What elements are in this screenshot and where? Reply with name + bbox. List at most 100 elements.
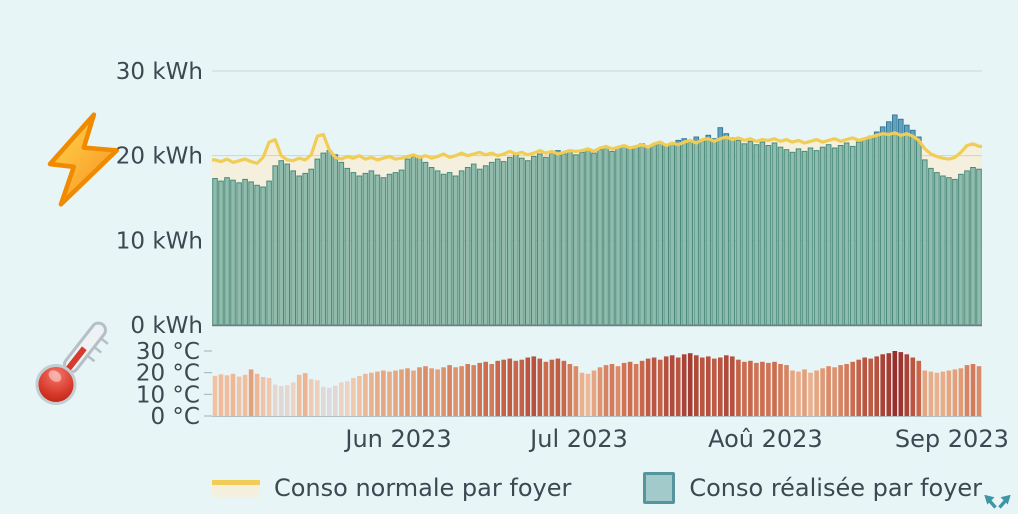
temperature-bar <box>399 369 404 416</box>
consumption-bar <box>922 159 928 326</box>
temperature-bar <box>339 382 344 416</box>
temperature-bar <box>405 368 410 416</box>
consumption-bar <box>272 165 278 326</box>
consumption-bar <box>855 141 862 326</box>
consumption-bar <box>669 142 676 326</box>
y-axis-label-temp: 20 °C <box>136 361 200 387</box>
temperature-bar <box>898 352 904 416</box>
consumption-bar <box>861 139 868 326</box>
consumption-bar <box>585 148 591 326</box>
temperature-bar <box>832 367 837 417</box>
consumption-bar <box>290 170 296 326</box>
temperature-bar <box>555 358 561 416</box>
temperature-bar <box>826 366 831 416</box>
consumption-bar <box>621 145 627 326</box>
consumption-bar <box>627 148 633 326</box>
temperature-bar <box>429 368 434 416</box>
consumption-bar <box>398 169 405 326</box>
consumption-bar <box>910 135 916 326</box>
consumption-bar <box>591 152 597 326</box>
temperature-bar <box>417 367 422 417</box>
consumption-bar <box>886 134 892 326</box>
temperature-bar <box>321 386 326 417</box>
consumption-bar <box>248 181 254 326</box>
y-axis-label-kwh: 30 kWh <box>116 59 203 85</box>
consumption-bar <box>446 172 453 326</box>
expand-arrows-icon[interactable] <box>984 495 1011 510</box>
consumption-bar <box>513 154 519 326</box>
temperature-bar <box>928 371 934 416</box>
temperature-bar <box>880 354 885 417</box>
temperature-bar <box>976 366 982 416</box>
consumption-bar <box>765 145 772 326</box>
temperature-bar <box>712 358 717 416</box>
temperature-bar <box>694 355 699 416</box>
temperature-bar <box>495 360 500 417</box>
temperature-bar <box>802 369 807 416</box>
temperature-bar <box>724 355 729 416</box>
temperature-bar <box>754 362 759 416</box>
consumption-bar <box>254 184 260 326</box>
temperature-bar <box>248 369 254 416</box>
consumption-bar <box>314 158 321 326</box>
temperature-bar <box>345 381 350 416</box>
temperature-bar <box>952 369 958 416</box>
consumption-bar <box>976 168 982 326</box>
consumption-bar <box>837 145 844 326</box>
consumption-bar <box>470 163 477 326</box>
temperature-bar <box>537 358 543 416</box>
consumption-bar <box>573 154 579 326</box>
consumption-bar <box>789 151 796 326</box>
temperature-bar <box>844 364 849 416</box>
consumption-bar <box>326 150 333 326</box>
temperature-bar <box>675 357 681 416</box>
consumption-bar <box>687 141 694 326</box>
consumption-bar <box>368 170 375 326</box>
temperature-bar <box>778 364 783 416</box>
consumption-bar <box>639 144 645 326</box>
consumption-bar <box>537 153 543 326</box>
consumption-bar <box>416 156 423 326</box>
temperature-bar <box>748 360 753 417</box>
consumption-bar <box>458 170 465 326</box>
consumption-bar <box>543 156 549 326</box>
consumption-bar <box>663 145 670 326</box>
consumption-bar <box>970 167 976 326</box>
temperature-bar <box>940 371 946 416</box>
legend-item-conso-realisee[interactable]: Conso réalisée par foyer <box>643 472 982 504</box>
consumption-bar <box>735 139 742 326</box>
temperature-bar <box>730 356 735 416</box>
consumption-bar <box>958 173 964 326</box>
temperature-bar <box>290 382 296 416</box>
x-axis-month-label: Aoû 2023 <box>708 425 823 453</box>
consumption-bar <box>380 177 387 326</box>
temperature-bar <box>302 373 308 416</box>
temperature-bar <box>934 372 940 416</box>
consumption-bar <box>873 134 880 326</box>
consumption-bar <box>693 142 700 326</box>
consumption-bar <box>928 167 934 326</box>
temperature-bar <box>212 375 218 416</box>
consumption-bar <box>500 161 507 326</box>
consumption-bar <box>801 150 808 326</box>
temperature-bar <box>254 373 260 417</box>
consumption-bar <box>525 160 531 326</box>
consumption-bar <box>759 141 766 326</box>
consumption-bar <box>434 170 441 326</box>
consumption-bar <box>952 178 958 326</box>
consumption-bar <box>224 177 230 326</box>
temperature-bar <box>615 366 621 416</box>
consumption-bar <box>428 167 435 326</box>
consumption-bar <box>561 153 567 326</box>
consumption-bar <box>332 156 339 326</box>
consumption-bar <box>831 147 838 326</box>
consumption-bar <box>531 156 537 326</box>
temperature-bar <box>501 359 506 416</box>
consumption-bar <box>849 145 856 326</box>
temperature-bar <box>964 365 970 416</box>
consumption-bar <box>440 173 447 326</box>
consumption-bar <box>711 140 718 326</box>
consumption-bar <box>946 177 952 326</box>
legend-item-conso-normale[interactable]: Conso normale par foyer <box>211 474 571 502</box>
